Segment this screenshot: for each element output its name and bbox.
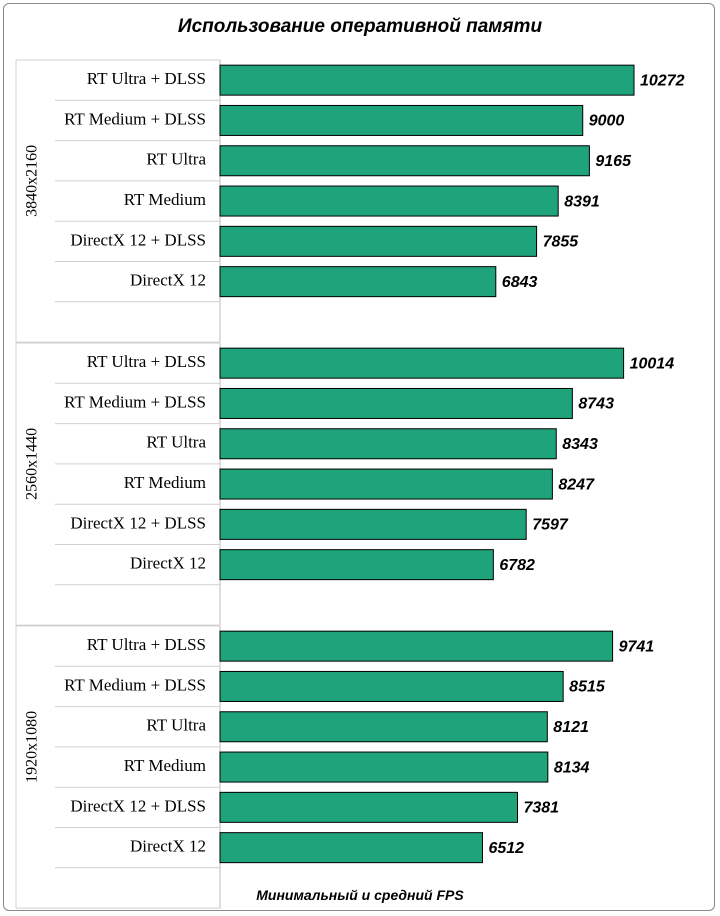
category-label: RT Medium [124, 190, 206, 209]
group-label: 3840x2160 [24, 145, 41, 217]
category-label: RT Ultra [146, 716, 206, 735]
category-label: RT Ultra + DLSS [87, 635, 206, 654]
value-label: 8247 [558, 476, 595, 493]
x-axis-label: Минимальный и средний FPS [256, 887, 464, 903]
value-label: 7855 [543, 234, 580, 251]
category-label: RT Ultra [146, 433, 206, 452]
value-label: 8391 [564, 193, 600, 210]
category-label: RT Medium + DLSS [64, 109, 206, 128]
bar [219, 266, 497, 298]
category-label: DirectX 12 + DLSS [70, 230, 206, 249]
bar [219, 832, 483, 864]
bar [219, 549, 494, 581]
category-label: DirectX 12 [130, 271, 206, 290]
category-label: RT Medium [124, 473, 206, 492]
value-label: 9741 [619, 638, 655, 655]
group-label: 1920x1080 [24, 711, 41, 783]
bar [219, 347, 625, 379]
group-label: 2560x1440 [24, 428, 41, 500]
category-label: RT Medium + DLSS [64, 675, 206, 694]
value-label: 8743 [578, 396, 614, 413]
bar [219, 751, 549, 783]
value-label: 7597 [532, 517, 569, 534]
chart-title: Использование оперативной памяти [177, 16, 543, 37]
chart-labels: 3840x2160 RT Ultra + DLSS 10272 RT Medium +… [24, 69, 685, 857]
bar [219, 711, 548, 743]
value-label: 9000 [589, 113, 625, 130]
bar [219, 468, 553, 500]
value-label: 6782 [499, 557, 535, 574]
bar [219, 104, 584, 136]
chart-bars [219, 64, 635, 864]
category-label: RT Ultra + DLSS [87, 352, 206, 371]
bar [219, 64, 635, 96]
category-label: DirectX 12 [130, 554, 206, 573]
bar [219, 145, 590, 177]
bar [219, 225, 538, 257]
category-label: DirectX 12 + DLSS [70, 796, 206, 815]
category-label: DirectX 12 + DLSS [70, 513, 206, 532]
value-label: 10014 [630, 355, 675, 372]
value-label: 6512 [488, 840, 524, 857]
value-label: 8121 [553, 719, 589, 736]
category-label: RT Medium + DLSS [64, 392, 206, 411]
bar [219, 428, 557, 460]
bar [219, 670, 564, 702]
category-label: DirectX 12 [130, 837, 206, 856]
value-label: 8343 [562, 436, 598, 453]
value-label: 7381 [523, 800, 559, 817]
bar [219, 630, 614, 662]
bar [219, 508, 527, 540]
value-label: 6843 [502, 274, 538, 291]
value-label: 10272 [640, 72, 685, 89]
value-label: 8134 [554, 759, 590, 776]
bar [219, 791, 518, 823]
value-label: 9165 [595, 153, 632, 170]
bar [219, 185, 559, 217]
category-label: RT Ultra + DLSS [87, 69, 206, 88]
category-label: RT Medium [124, 756, 206, 775]
bar [219, 387, 573, 419]
value-label: 8515 [569, 679, 606, 696]
category-label: RT Ultra [146, 150, 206, 169]
